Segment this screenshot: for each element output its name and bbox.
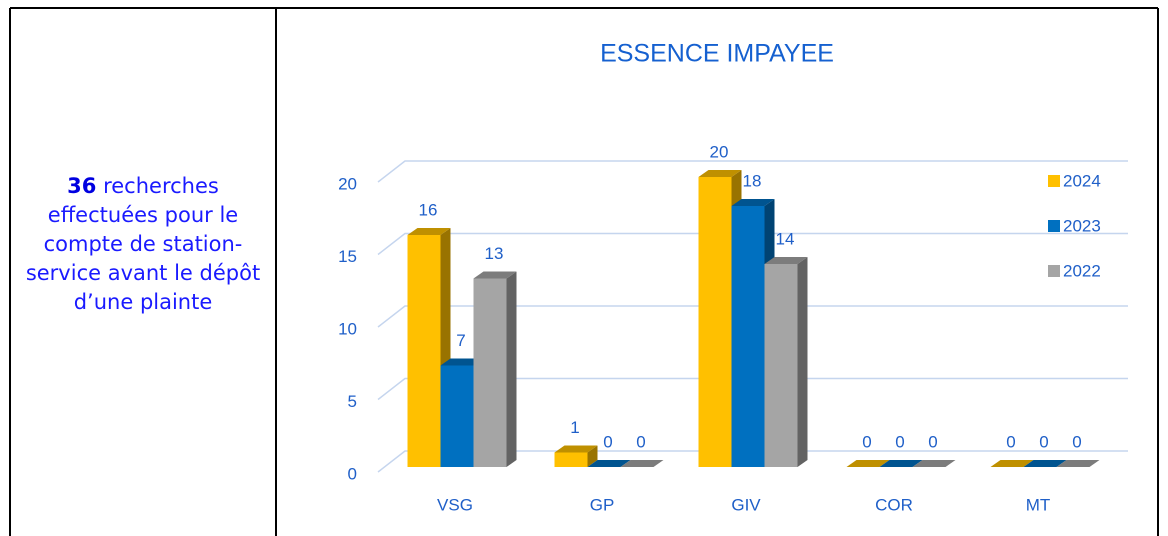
y-tick-label: 20 <box>338 174 357 193</box>
bar-front <box>698 177 732 467</box>
grid-line <box>377 377 1128 401</box>
bar-front <box>407 235 441 467</box>
note-count: 36 <box>67 174 97 198</box>
x-tick-label: GP <box>590 495 615 514</box>
y-tick-label: 0 <box>348 464 357 483</box>
x-tick-label: COR <box>875 495 913 514</box>
bar-side <box>587 445 598 467</box>
data-label: 13 <box>485 244 504 263</box>
bar <box>473 271 517 467</box>
bar-top <box>620 460 664 467</box>
data-label: 0 <box>928 432 937 451</box>
bar-front <box>731 206 765 467</box>
legend-swatch <box>1048 220 1060 232</box>
bar-front <box>440 365 474 467</box>
legend-label: 2022 <box>1063 261 1101 280</box>
data-label: 0 <box>895 432 904 451</box>
bar-side <box>506 271 517 467</box>
bar-front <box>473 278 507 467</box>
bar-front <box>764 264 798 467</box>
data-label: 1 <box>570 418 579 437</box>
bar-top <box>764 257 808 264</box>
bar <box>879 460 923 467</box>
bar-side <box>797 257 808 467</box>
x-tick-label: MT <box>1026 495 1051 514</box>
bar <box>1056 460 1100 467</box>
bar-top <box>554 445 598 453</box>
y-tick-label: 5 <box>348 392 357 411</box>
x-tick-label: GIV <box>731 495 761 514</box>
grid-line <box>377 160 1128 183</box>
bar-top <box>473 271 517 279</box>
bar-top <box>407 228 451 235</box>
data-label: 0 <box>1072 432 1081 451</box>
bar <box>764 257 808 467</box>
data-label: 0 <box>1006 432 1015 451</box>
bar <box>407 228 451 467</box>
legend-swatch <box>1048 175 1060 187</box>
data-label: 0 <box>862 432 871 451</box>
note-text: recherches effectuées pour le compte de … <box>25 174 261 314</box>
data-label: 20 <box>710 142 729 161</box>
legend-swatch <box>1048 265 1060 277</box>
bar <box>912 460 956 467</box>
bar-top <box>1056 460 1100 467</box>
bar <box>620 460 664 467</box>
data-label: 18 <box>743 171 762 190</box>
bar <box>846 460 890 467</box>
bar <box>587 460 631 467</box>
legend-label: 2024 <box>1063 171 1101 190</box>
bar-top <box>731 199 775 206</box>
grid-line <box>377 450 1128 473</box>
bar-top <box>912 460 956 467</box>
bar-top <box>990 460 1034 467</box>
bar-top <box>879 460 923 467</box>
x-tick-label: VSG <box>437 495 473 514</box>
bar <box>1023 460 1067 467</box>
note: 36 recherches effectuées pour le compte … <box>14 172 272 317</box>
bar <box>554 445 598 467</box>
bar-top <box>440 358 484 366</box>
grid-line <box>377 232 1128 256</box>
y-tick-label: 10 <box>338 319 357 338</box>
bar-front <box>554 452 588 467</box>
bar-top <box>846 460 890 467</box>
grid-line <box>377 305 1128 328</box>
data-label: 14 <box>776 229 795 248</box>
data-label: 0 <box>603 432 612 451</box>
y-tick-label: 15 <box>338 247 357 266</box>
data-label: 16 <box>419 200 438 219</box>
data-label: 0 <box>636 432 645 451</box>
data-label: 7 <box>456 331 465 350</box>
bar-top <box>587 460 631 467</box>
bar <box>990 460 1034 467</box>
legend-label: 2023 <box>1063 216 1101 235</box>
data-label: 0 <box>1039 432 1048 451</box>
bar-top <box>1023 460 1067 467</box>
bar-top <box>698 170 742 177</box>
chart-title: ESSENCE IMPAYEE <box>600 40 834 68</box>
